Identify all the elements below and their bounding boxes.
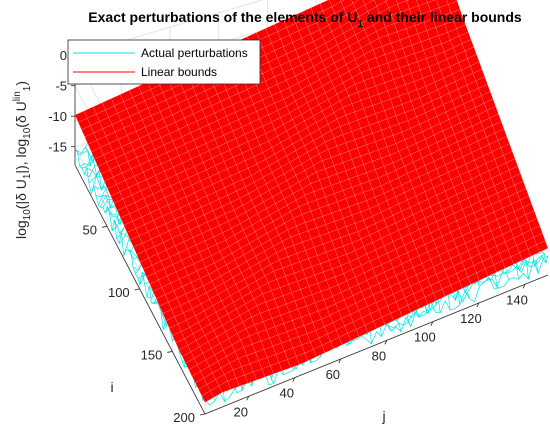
chart-title-tail: and their linear bounds [363,9,522,25]
chart-title: Exact perturbations of the elements of U… [88,9,522,30]
y-axis-label: i [110,379,113,395]
grid-line-z [74,0,265,56]
z-axis-label-part: lin [12,91,23,101]
z-axis-label-part: log [13,220,29,239]
z-axis-label-part: 1 [22,85,33,91]
x-axis-line [204,274,549,415]
legend-entry-actual: Actual perturbations [141,46,248,60]
x-tick-label: 120 [460,311,482,326]
x-tick-mark [476,302,480,308]
x-tick-label: 40 [280,386,294,401]
x-tick-label: 100 [414,330,436,345]
legend-entry-linear: Linear bounds [141,65,217,79]
y-tick-mark [199,413,206,416]
x-tick-label: 140 [506,292,528,307]
x-tick-mark [522,284,526,289]
x-tick-mark [384,340,388,345]
bound-surface-cell [536,240,549,253]
z-tick-label: -15 [48,140,67,155]
z-axis-label-part: 10 [22,209,33,221]
bound-surface-cell [362,0,374,5]
y-tick-mark [101,225,108,228]
tick-labels: 20 40 60 80 100 120 140 50 100 150 200 0 -5 -10 -15 [48,48,528,425]
chart-title-main: Exact perturbations of the elements of U [88,9,357,25]
y-tick-label: 150 [141,347,163,362]
y-tick-mark [167,351,173,353]
x-tick-mark [246,396,250,401]
x-tick-label: 20 [234,404,248,419]
y-tick-mark [134,288,140,291]
x-tick-mark [430,321,434,326]
z-axis-label-part: |), log [13,139,29,174]
surface-layer [74,0,549,406]
z-axis-label-part: (δ U [13,101,29,127]
z-axis-label-part: 1 [22,173,33,179]
x-tick-label: 80 [372,348,386,363]
x-tick-mark [292,377,296,382]
z-tick-label: 0 [60,48,67,63]
legend: Actual perturbations Linear bounds [67,39,261,85]
y-tick-label: 50 [83,222,97,237]
z-tick-label: -10 [48,109,67,124]
legend-box [67,39,261,85]
x-tick-mark [338,358,342,364]
z-tick-label: -5 [55,79,67,94]
perturbation-mesh-col [74,149,206,401]
y-tick-label: 100 [108,285,130,300]
x-tick-label: 60 [326,367,340,382]
chart-title-subscript: 1 [357,19,363,30]
y-tick-label: 200 [173,410,195,425]
x-axis-label: j [381,408,385,424]
z-axis-label-part: 10 [22,127,33,139]
y-axis-line [74,164,206,415]
z-axis-label-part: ) [13,81,29,86]
bound-surface-cell [351,0,360,4]
z-axis-label: log10(|δ U1|), log10(δ Ulin1) [12,81,33,239]
z-axis-label-part: (|δ U [13,179,29,209]
